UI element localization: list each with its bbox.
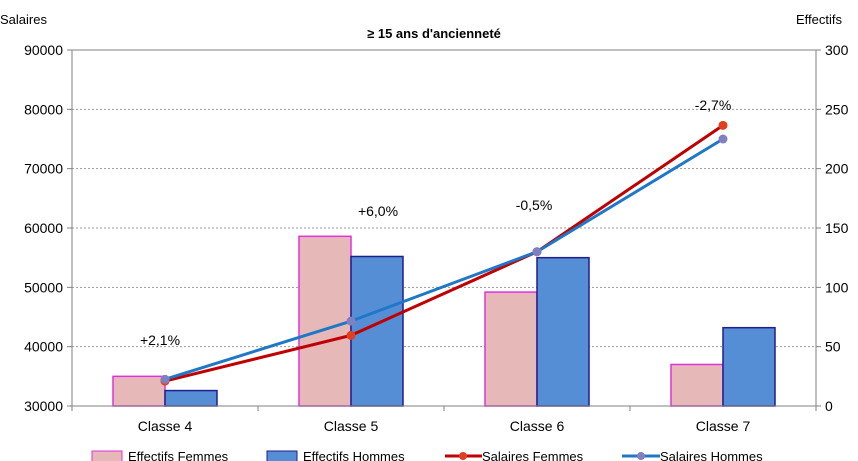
y-right-tick-label: 300 (825, 42, 849, 58)
annotation-classe-4: +2,1% (140, 332, 180, 348)
bar-effectifs-hommes-1 (164, 389, 218, 407)
x-tick-label: Classe 6 (510, 418, 565, 434)
legend-swatch-effectifs-femmes (91, 450, 123, 461)
line-salaires-hommes (164, 137, 724, 381)
axes: 30000 40000 50000 60000 70000 80000 90000 0 50 10… (24, 42, 849, 434)
legend-label-salaires-hommes: Salaires Hommes (660, 449, 763, 461)
bar-effectifs-hommes-4 (722, 326, 776, 407)
point-salaires-femmes-2 (346, 330, 356, 340)
y-left-tick-label: 80000 (24, 101, 63, 117)
y-right-tick-label: 50 (825, 339, 841, 355)
y-left-tick-label: 70000 (24, 161, 63, 177)
bar-effectifs-femmes-4 (670, 363, 724, 407)
bar-effectifs-hommes-3 (536, 256, 590, 407)
bar-effectifs-femmes-1 (112, 375, 166, 407)
y-right-tick-label: 200 (825, 161, 849, 177)
point-salaires-femmes-4 (718, 120, 728, 130)
gridlines (72, 49, 816, 348)
y-right-tick-label: 100 (825, 279, 849, 295)
line-salaires-femmes (164, 124, 724, 383)
point-salaires-hommes-4 (718, 134, 728, 144)
chart-title: ≥ 15 ans d'ancienneté (367, 26, 501, 41)
bar-effectifs-femmes-2 (298, 235, 352, 407)
y-right-tick-label: 150 (825, 220, 849, 236)
lines (160, 120, 728, 386)
bar-effectifs-femmes-3 (484, 291, 538, 407)
point-salaires-hommes-3 (532, 247, 542, 257)
legend-swatch-effectifs-hommes (266, 450, 298, 461)
y-right-axis-title: Effectifs (796, 12, 843, 27)
x-tick-label: Classe 5 (324, 418, 379, 434)
y-right-tick-label: 250 (825, 101, 849, 117)
legend-marker-salaires-hommes (637, 452, 645, 460)
y-left-tick-label: 50000 (24, 279, 63, 295)
legend-label-effectifs-femmes: Effectifs Femmes (128, 449, 229, 461)
x-tick-label: Classe 7 (696, 418, 751, 434)
y-left-tick-label: 90000 (24, 42, 63, 58)
annotation-classe-6: -0,5% (516, 197, 553, 213)
annotation-classe-5: +6,0% (358, 203, 398, 219)
bars (112, 235, 776, 407)
legend-label-effectifs-hommes: Effectifs Hommes (303, 449, 405, 461)
legend-label-salaires-femmes: Salaires Femmes (482, 449, 584, 461)
y-left-tick-label: 30000 (24, 398, 63, 414)
annotation-classe-7: -2,7% (695, 97, 732, 113)
y-right-tick-label: 0 (825, 398, 833, 414)
x-tick-label: Classe 4 (138, 418, 193, 434)
point-salaires-hommes-1 (160, 374, 170, 384)
legend: Effectifs Femmes Effectifs Hommes Salair… (91, 449, 763, 461)
y-left-axis-title: Salaires (0, 12, 47, 27)
y-left-tick-label: 40000 (24, 339, 63, 355)
point-salaires-hommes-2 (346, 316, 356, 326)
y-left-tick-label: 60000 (24, 220, 63, 236)
legend-marker-salaires-femmes (459, 452, 467, 460)
